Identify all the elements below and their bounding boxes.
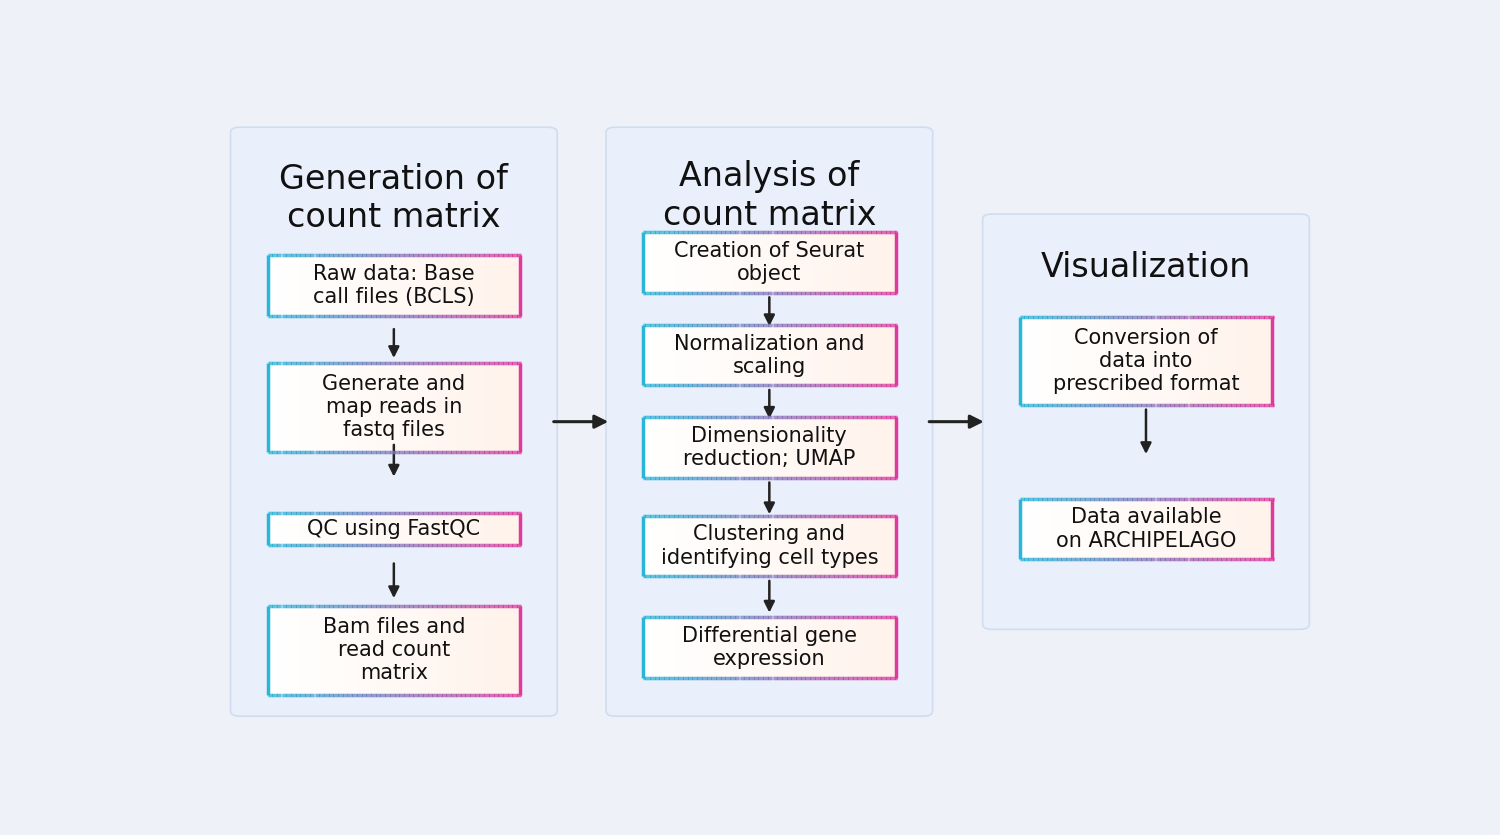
Text: QC using FastQC: QC using FastQC — [308, 519, 480, 539]
FancyBboxPatch shape — [231, 127, 556, 716]
Text: Differential gene
expression: Differential gene expression — [682, 625, 856, 669]
Text: Dimensionality
reduction; UMAP: Dimensionality reduction; UMAP — [682, 426, 855, 469]
FancyBboxPatch shape — [606, 127, 933, 716]
Text: Visualization: Visualization — [1041, 251, 1251, 284]
Text: Conversion of
data into
prescribed format: Conversion of data into prescribed forma… — [1053, 327, 1239, 394]
Text: Raw data: Base
call files (BCLS): Raw data: Base call files (BCLS) — [314, 264, 474, 307]
Text: Data available
on ARCHIPELAGO: Data available on ARCHIPELAGO — [1056, 508, 1236, 550]
Text: Bam files and
read count
matrix: Bam files and read count matrix — [322, 617, 465, 683]
Text: Normalization and
scaling: Normalization and scaling — [674, 333, 864, 377]
Text: Generation of
count matrix: Generation of count matrix — [279, 164, 508, 235]
Text: Analysis of
count matrix: Analysis of count matrix — [663, 160, 876, 231]
Text: Clustering and
identifying cell types: Clustering and identifying cell types — [660, 524, 878, 568]
Text: Generate and
map reads in
fastq files: Generate and map reads in fastq files — [322, 374, 465, 440]
Text: Creation of Seurat
object: Creation of Seurat object — [674, 241, 864, 284]
FancyBboxPatch shape — [982, 214, 1310, 630]
